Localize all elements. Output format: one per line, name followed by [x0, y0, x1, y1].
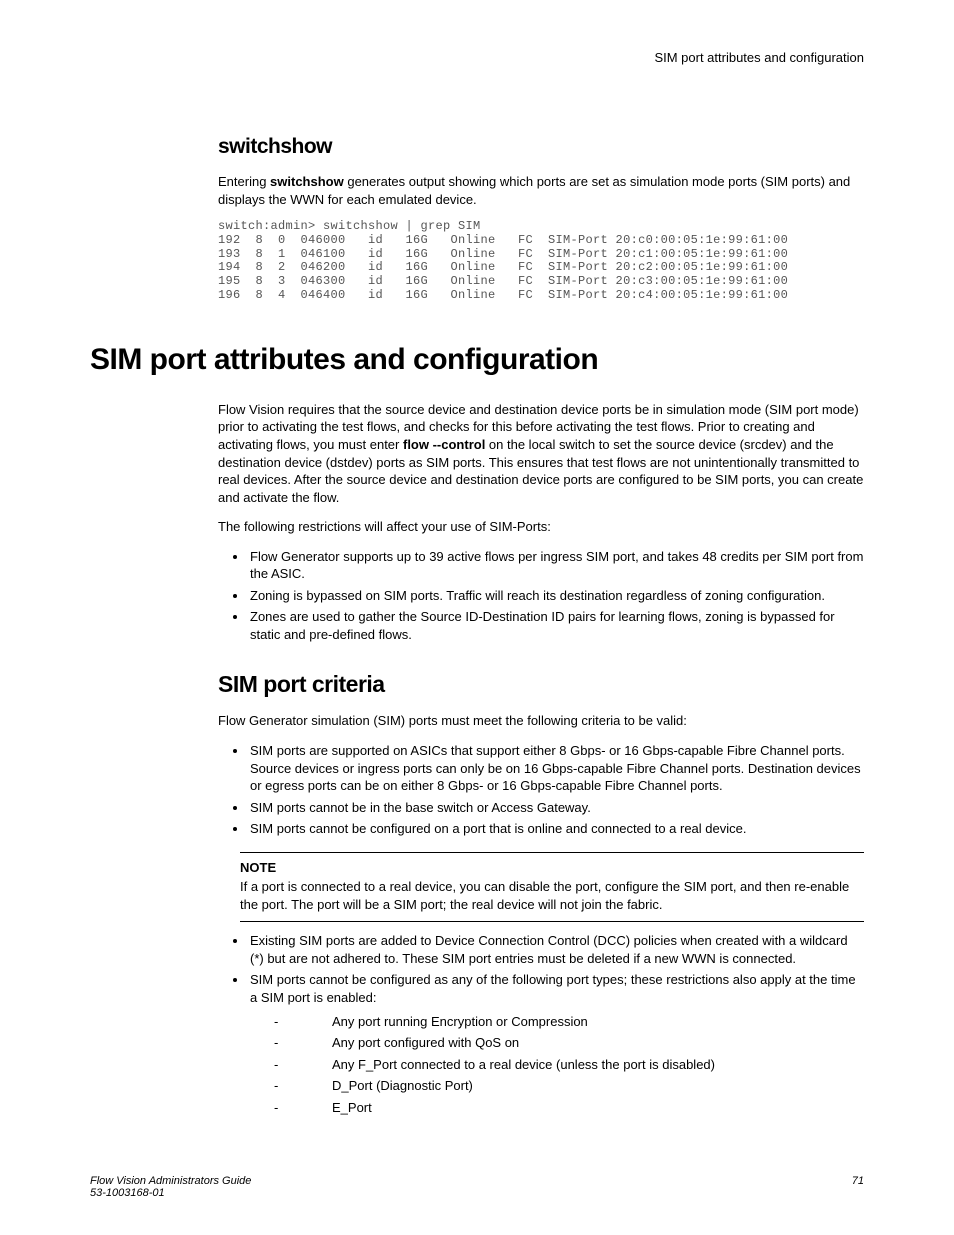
dash-item: ‐Any port configured with QoS on — [274, 1034, 864, 1052]
text: Any port configured with QoS on — [332, 1035, 519, 1050]
footer-left: Flow Vision Administrators Guide 53-1003… — [90, 1175, 251, 1199]
heading-switchshow: switchshow — [90, 135, 864, 159]
text: Any port running Encryption or Compressi… — [332, 1014, 588, 1029]
dash-item: ‐Any F_Port connected to a real device (… — [274, 1056, 864, 1074]
main-para2: The following restrictions will affect y… — [90, 518, 864, 536]
code-switchshow: switch:admin> switchshow | grep SIM 192 … — [90, 220, 864, 303]
text: Any F_Port connected to a real device (u… — [332, 1057, 715, 1072]
footer-docnum: 53-1003168-01 — [90, 1187, 165, 1199]
heading-main: SIM port attributes and configuration — [90, 343, 864, 377]
criteria-bullets-top: SIM ports are supported on ASICs that su… — [90, 742, 864, 838]
criteria-intro: Flow Generator simulation (SIM) ports mu… — [90, 712, 864, 730]
note-text: If a port is connected to a real device,… — [240, 879, 849, 912]
dash-item: ‐E_Port — [274, 1099, 864, 1117]
dash-list: ‐Any port running Encryption or Compress… — [250, 1013, 864, 1117]
list-item: SIM ports are supported on ASICs that su… — [248, 742, 864, 795]
footer-title: Flow Vision Administrators Guide — [90, 1175, 251, 1187]
text: SIM ports cannot be configured as any of… — [250, 972, 856, 1005]
bold-text: flow --control — [403, 437, 485, 452]
heading-criteria: SIM port criteria — [90, 671, 864, 698]
criteria-bullets-bottom: Existing SIM ports are added to Device C… — [90, 932, 864, 1116]
list-item: Existing SIM ports are added to Device C… — [248, 932, 864, 967]
dash-item: ‐Any port running Encryption or Compress… — [274, 1013, 864, 1031]
list-item: SIM ports cannot be configured as any of… — [248, 971, 864, 1116]
footer-pagenum: 71 — [852, 1175, 864, 1199]
list-item: Zones are used to gather the Source ID-D… — [248, 608, 864, 643]
main-bullets: Flow Generator supports up to 39 active … — [90, 548, 864, 644]
switchshow-intro: Entering switchshow generates output sho… — [90, 173, 864, 208]
list-item: SIM ports cannot be configured on a port… — [248, 820, 864, 838]
list-item: Flow Generator supports up to 39 active … — [248, 548, 864, 583]
text: Entering — [218, 174, 270, 189]
text: E_Port — [332, 1100, 372, 1115]
note-block: NOTE If a port is connected to a real de… — [240, 852, 864, 923]
text: D_Port (Diagnostic Port) — [332, 1078, 473, 1093]
bold-text: switchshow — [270, 174, 344, 189]
list-item: Zoning is bypassed on SIM ports. Traffic… — [248, 587, 864, 605]
note-label: NOTE — [240, 859, 864, 877]
list-item: SIM ports cannot be in the base switch o… — [248, 799, 864, 817]
footer: Flow Vision Administrators Guide 53-1003… — [90, 1175, 864, 1199]
running-header: SIM port attributes and configuration — [90, 50, 864, 65]
page: SIM port attributes and configuration sw… — [0, 0, 954, 1235]
dash-item: ‐D_Port (Diagnostic Port) — [274, 1077, 864, 1095]
main-para1: Flow Vision requires that the source dev… — [90, 401, 864, 506]
